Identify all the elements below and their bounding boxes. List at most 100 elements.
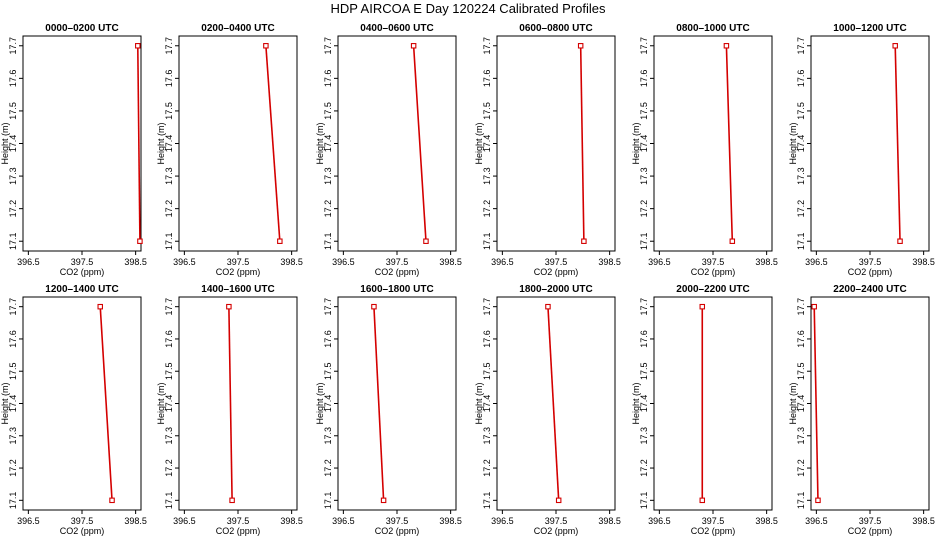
x-tick-label: 396.5 — [17, 516, 40, 526]
data-point — [410, 43, 417, 49]
panel-title: 0200–0400 UTC — [201, 23, 274, 34]
data-point — [371, 303, 377, 310]
y-tick-label: 17.4 — [639, 135, 649, 153]
data-point — [109, 497, 115, 504]
y-tick-label: 17.7 — [482, 37, 492, 55]
y-tick-label: 17.1 — [482, 232, 492, 250]
y-axis-label: Height (m) — [631, 122, 641, 164]
y-tick-label: 17.6 — [8, 330, 18, 348]
x-tick-label: 398.5 — [755, 257, 778, 267]
y-tick-label: 17.5 — [639, 102, 649, 120]
x-axis-label: CO2 (ppm) — [534, 526, 579, 536]
y-axis-label: Height (m) — [0, 382, 10, 424]
panel: 1800–2000 UTC 396.5 397.5 398.5 17.1 17.2 17.3… — [474, 284, 621, 536]
data-point — [263, 43, 269, 49]
x-tick-label: 397.5 — [859, 516, 882, 526]
x-tick-label: 397.5 — [227, 516, 250, 526]
y-tick-label: 17.2 — [323, 200, 333, 218]
plot-frame — [653, 35, 773, 252]
y-tick-label: 17.1 — [796, 492, 806, 510]
data-point — [277, 238, 283, 244]
y-tick-label: 17.1 — [639, 232, 649, 250]
data-point — [555, 497, 562, 504]
y-tick-label: 17.3 — [164, 167, 174, 185]
x-tick-label: 396.5 — [805, 257, 828, 267]
y-tick-label: 17.1 — [639, 492, 649, 510]
y-tick-label: 17.7 — [796, 37, 806, 55]
profile-line — [813, 306, 819, 501]
panel-title: 1000–1200 UTC — [833, 23, 906, 34]
y-axis-label: Height (m) — [0, 122, 10, 164]
panel: 0000–0200 UTC 396.5 397.5 398.5 17.1 17.2 17.3… — [0, 23, 147, 277]
data-point — [811, 303, 817, 310]
y-axis-label: Height (m) — [156, 382, 166, 424]
profile-line — [547, 306, 560, 501]
x-tick-label: 397.5 — [227, 257, 250, 267]
profile-line — [136, 45, 141, 242]
panel: 0600–0800 UTC 396.5 397.5 398.5 17.1 17.2 17.3… — [474, 23, 621, 277]
y-axis-label: Height (m) — [315, 382, 325, 424]
y-axis-label: Height (m) — [788, 122, 798, 164]
plot-frame — [22, 296, 142, 511]
panel-title: 0400–0600 UTC — [360, 23, 433, 34]
y-tick-label: 17.6 — [164, 330, 174, 348]
data-point — [97, 303, 103, 310]
data-point — [135, 43, 141, 49]
x-tick-label: 396.5 — [491, 516, 514, 526]
y-tick-label: 17.2 — [8, 459, 18, 477]
plot-frame — [178, 35, 298, 252]
y-tick-label: 17.5 — [323, 102, 333, 120]
y-tick-label: 17.1 — [164, 492, 174, 510]
y-tick-label: 17.2 — [482, 200, 492, 218]
y-tick-label: 17.4 — [164, 395, 174, 413]
data-point — [723, 43, 730, 49]
x-tick-label: 398.5 — [912, 257, 935, 267]
y-tick-label: 17.7 — [8, 37, 18, 55]
data-point — [729, 238, 736, 244]
y-tick-label: 17.3 — [8, 427, 18, 445]
panel-title: 1800–2000 UTC — [519, 284, 592, 295]
x-axis-label: CO2 (ppm) — [60, 526, 105, 536]
y-tick-label: 17.6 — [482, 70, 492, 88]
y-tick-label: 17.3 — [323, 427, 333, 445]
x-tick-label: 398.5 — [280, 257, 303, 267]
plot-frame — [653, 296, 773, 511]
x-tick-label: 397.5 — [71, 516, 94, 526]
y-tick-label: 17.5 — [796, 102, 806, 120]
x-axis-label: CO2 (ppm) — [691, 267, 736, 277]
y-tick-label: 17.7 — [323, 37, 333, 55]
y-tick-label: 17.4 — [323, 135, 333, 153]
panel: 0200–0400 UTC 396.5 397.5 398.5 17.1 17.2 17.3… — [156, 23, 303, 277]
y-tick-label: 17.1 — [8, 232, 18, 250]
y-tick-label: 17.6 — [639, 70, 649, 88]
x-tick-label: 398.5 — [439, 257, 462, 267]
x-tick-label: 396.5 — [173, 516, 196, 526]
panel-title: 0800–1000 UTC — [676, 23, 749, 34]
profile-line — [579, 45, 585, 242]
x-tick-label: 397.5 — [386, 516, 409, 526]
plot-frame — [496, 35, 616, 252]
y-tick-label: 17.2 — [482, 459, 492, 477]
data-point — [892, 43, 898, 49]
x-axis-label: CO2 (ppm) — [60, 267, 105, 277]
panel: 0800–1000 UTC 396.5 397.5 398.5 17.1 17.2 17.3… — [631, 23, 778, 277]
plot-frame — [810, 296, 930, 511]
y-tick-label: 17.3 — [482, 167, 492, 185]
y-tick-label: 17.7 — [482, 298, 492, 316]
y-axis-label: Height (m) — [474, 382, 484, 424]
y-tick-label: 17.1 — [323, 492, 333, 510]
y-tick-label: 17.3 — [639, 427, 649, 445]
panel-grid: 0000–0200 UTC 396.5 397.5 398.5 17.1 17.2 17.3… — [0, 23, 935, 536]
panel: 1600–1800 UTC 396.5 397.5 398.5 17.1 17.2 17.3… — [315, 284, 462, 536]
y-tick-label: 17.4 — [639, 395, 649, 413]
x-tick-label: 397.5 — [702, 257, 725, 267]
panel-title: 1600–1800 UTC — [360, 284, 433, 295]
y-tick-label: 17.7 — [164, 37, 174, 55]
x-tick-label: 396.5 — [17, 257, 40, 267]
y-axis-label: Height (m) — [156, 122, 166, 164]
y-tick-label: 17.7 — [639, 298, 649, 316]
y-axis-label: Height (m) — [788, 382, 798, 424]
y-axis-label: Height (m) — [474, 122, 484, 164]
panel-title: 1400–1600 UTC — [201, 284, 274, 295]
y-tick-label: 17.6 — [796, 70, 806, 88]
